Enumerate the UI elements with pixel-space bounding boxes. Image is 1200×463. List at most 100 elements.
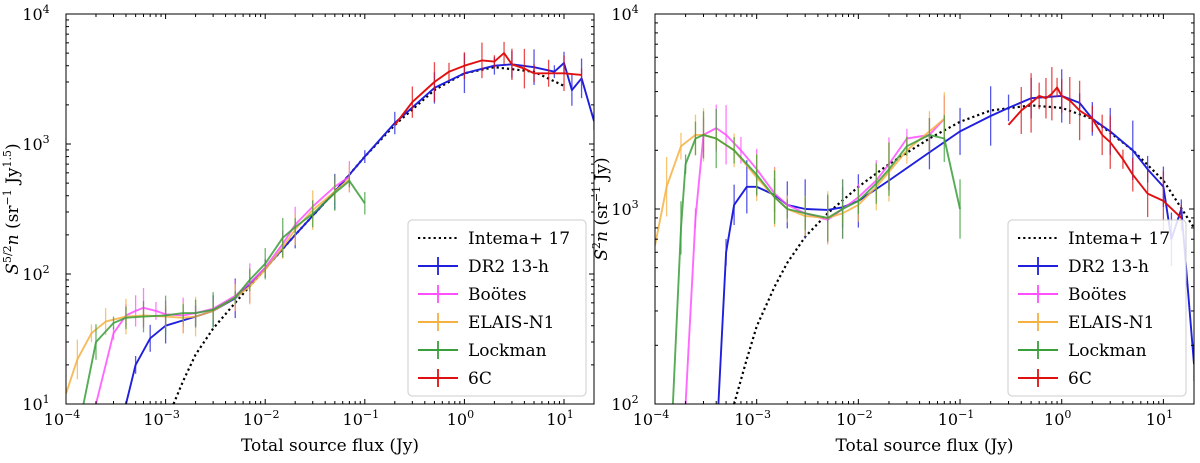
x-tick-base: 10 [1044, 410, 1064, 429]
series-6c [394, 41, 583, 126]
legend-item: Lockman [1018, 341, 1147, 361]
y-tick-exponent: 3 [43, 133, 50, 146]
legend-item: Boötes [418, 285, 527, 305]
series-group [655, 67, 1194, 404]
legend-item: 6C [1018, 369, 1092, 389]
series-intema-17 [172, 66, 565, 404]
legend-label: Intema+ 17 [468, 229, 570, 249]
x-tick-exponent: 1 [1166, 408, 1173, 421]
x-tick-label: 10−2 [836, 408, 873, 429]
y-label-n: n [3, 234, 23, 245]
y-tick-label: 102 [22, 263, 49, 284]
legend-label: ELAIS-N1 [468, 313, 554, 333]
series-line [125, 62, 594, 404]
x-tick-exponent: −1 [363, 408, 379, 421]
x-tick-exponent: −2 [856, 408, 872, 421]
series-elais-n1 [66, 165, 351, 394]
plot-frame [65, 13, 595, 405]
y-label-n: n [592, 231, 612, 242]
x-tick-base: 10 [633, 410, 653, 429]
y-label-unit-exponent: −1 [1, 189, 14, 205]
x-tick-base: 10 [243, 410, 263, 429]
series-line [172, 66, 565, 404]
y-label-exponent: 2 [590, 242, 603, 249]
legend: Intema+ 17 DR2 13-h Boötes ELAIS-N1 Lockman 6… [407, 219, 587, 397]
y-label-exponent: 5/2 [1, 245, 14, 263]
y-tick-exponent: 2 [43, 263, 50, 276]
legend-label: Boötes [1068, 285, 1127, 305]
x-tick-label: 10−4 [44, 408, 81, 429]
series-group [66, 41, 594, 404]
legend-label: Lockman [468, 341, 547, 361]
y-tick-base: 10 [611, 5, 631, 24]
y-label-symbol: S [592, 249, 612, 261]
y-label-jy: Jy [592, 164, 612, 186]
series-line [66, 178, 351, 394]
x-tick-exponent: −2 [263, 408, 279, 421]
x-tick-base: 10 [734, 410, 754, 429]
legend-item: Intema+ 17 [1018, 229, 1170, 249]
series-lockman [82, 174, 366, 404]
x-tick-exponent: −4 [653, 408, 669, 421]
series-elais-n1 [655, 92, 945, 246]
x-tick-exponent: −4 [64, 408, 80, 421]
series-line [1007, 86, 1182, 219]
x-tick-base: 10 [836, 410, 856, 429]
x-tick-base: 10 [938, 410, 958, 429]
y-tick-base: 10 [611, 200, 631, 219]
y-tick-exponent: 2 [632, 393, 639, 406]
legend-label: ELAIS-N1 [1068, 313, 1154, 333]
x-tick-base: 10 [447, 410, 467, 429]
y-tick-base: 10 [611, 395, 631, 414]
x-tick-label: 10−1 [343, 408, 380, 429]
legend-label: Lockman [1068, 341, 1147, 361]
legend-label: DR2 13-h [1068, 257, 1149, 277]
y-tick-base: 10 [22, 135, 42, 154]
y-tick-base: 10 [22, 5, 42, 24]
series-line [671, 133, 961, 404]
y-tick-label: 104 [611, 3, 638, 24]
x-tick-exponent: 0 [1064, 408, 1071, 421]
legend-label: DR2 13-h [468, 257, 549, 277]
y-tick-exponent: 4 [632, 3, 639, 16]
x-tick-label: 10−4 [633, 408, 670, 429]
x-axis-label: Total source flux (Jy) [241, 436, 419, 456]
x-tick-base: 10 [546, 410, 566, 429]
x-tick-exponent: −3 [755, 408, 771, 421]
legend-label: 6C [1068, 369, 1092, 389]
x-tick-label: 100 [447, 408, 474, 429]
series-line [717, 94, 1194, 404]
legend-item: Boötes [1018, 285, 1127, 305]
x-axis: 10−4 10−3 10−2 10−1 100 101 [633, 14, 1195, 429]
x-tick-base: 10 [44, 410, 64, 429]
y-label-close: ) [3, 143, 23, 150]
legend-label: Intema+ 17 [1068, 229, 1170, 249]
legend-item: DR2 13-h [1018, 257, 1149, 277]
y-tick-base: 10 [22, 395, 42, 414]
x-tick-label: 101 [1146, 408, 1173, 429]
y-tick-exponent: 3 [632, 198, 639, 211]
x-axis-label: Total source flux (Jy) [835, 436, 1013, 456]
y-label-jy: Jy [3, 167, 23, 189]
series-bo-tes [684, 95, 945, 404]
y-label-jy-exponent: 1.5 [1, 150, 14, 168]
x-tick-label: 100 [1044, 408, 1071, 429]
x-tick-label: 10−2 [243, 408, 280, 429]
y-tick-exponent: 1 [43, 393, 50, 406]
x-tick-base: 10 [343, 410, 363, 429]
x-tick-exponent: 0 [467, 408, 474, 421]
y-tick-label: 103 [611, 198, 638, 219]
y-label-unit: (sr [592, 201, 612, 231]
x-tick-exponent: 1 [567, 408, 574, 421]
y-label-unit-exponent: −1 [590, 186, 603, 202]
legend-item: ELAIS-N1 [1018, 313, 1154, 333]
x-tick-base: 10 [1146, 410, 1166, 429]
series-lockman [671, 108, 961, 404]
legend-item: DR2 13-h [418, 257, 549, 277]
legend-box [1007, 219, 1187, 397]
x-tick-exponent: −1 [958, 408, 974, 421]
